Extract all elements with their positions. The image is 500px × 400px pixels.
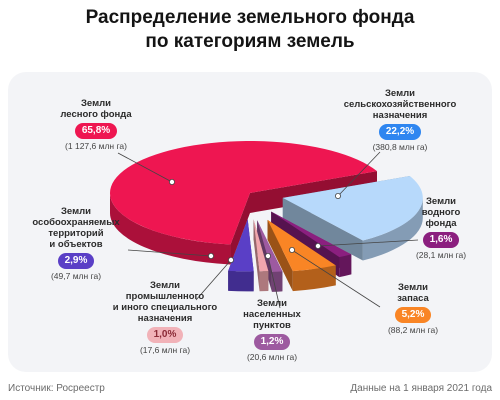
slice-name: Земли сельскохозяйственного назначения [330,88,470,121]
leader-line-5 [267,255,281,309]
leader-line-7 [127,249,212,257]
pie-slice-1-wall-2 [250,171,378,213]
pie-slice-3-top [271,211,352,258]
pie-slice-7 [228,219,254,292]
leader-dot-4 [288,246,295,253]
pie-slice-6-top [253,219,269,272]
pie-slice-6 [253,219,269,292]
chart-title-line-2: по категориям земель [145,31,355,52]
pie-slice-5-top [257,220,283,272]
slice-name-line: назначения [372,110,428,121]
leader-line-4 [291,249,381,308]
slice-label-5: Земли населенных пунктов 1,2% (20,6 млн га) [230,298,314,363]
source-note: Источник: Росреестр [8,383,105,394]
percent-badge: 1,6% [422,232,460,248]
slice-name-line: населенных [243,309,301,320]
chart-title-line-1: Распределение земельного фонда [85,7,415,28]
slice-name-line: территорий [48,228,104,239]
slice-name-line: лесного фонда [60,109,132,120]
percent-badge: 1,2% [253,334,291,350]
slice-name: Земли запаса [376,282,450,304]
slice-name-line: Земли [384,88,415,99]
slice-label-2: Земли сельскохозяйственного назначения 22,2… [330,88,470,153]
leader-line-3 [317,239,419,247]
leader-line-2 [337,151,381,197]
leader-dot-6 [227,256,234,263]
slice-name: Земли особоохраняемых территорий и объектов [30,206,122,250]
slice-label-1: Земли лесного фонда 65,8% (1 127,6 млн га) [52,98,140,152]
slice-name-line: Земли [425,196,456,207]
pie-slice-4-top [267,219,336,272]
percent-badge: 1,0% [146,327,184,343]
area-value: (1 127,6 млн га) [65,141,127,151]
leader-dot-7 [207,252,214,259]
slice-label-4: Земли запаса 5,2% (88,2 млн га) [376,282,450,336]
slice-name-line: особоохраняемых [32,217,120,228]
slice-name: Земли промышленного и иного специального на… [110,280,220,324]
percent-badge: 65,8% [74,123,118,139]
slice-label-6: Земли промышленного и иного специального на… [110,280,220,356]
percent-badge: 22,2% [378,124,422,140]
pie-slice-1-rim-1 [109,193,231,265]
pie-slice-2-top [282,175,423,241]
leader-line-1 [117,152,173,183]
area-value: (17,6 млн га) [139,345,191,355]
slice-name-line: Земли [80,98,111,109]
area-value: (20,6 млн га) [246,352,298,362]
slice-name: Земли лесного фонда [52,98,140,120]
percent-badge: 2,9% [57,253,95,269]
leader-line-6 [195,259,232,301]
date-note: Данные на 1 января 2021 года [350,383,492,394]
leader-dot-2 [334,192,341,199]
slice-name-line: назначения [137,313,193,324]
slice-name-line: пунктов [253,320,291,331]
slice-name-line: запаса [397,293,429,304]
area-value: (28,1 млн га) [415,250,467,260]
slice-name-line: и иного специального [112,302,218,313]
slice-label-7: Земли особоохраняемых территорий и объектов… [30,206,122,282]
slice-name-line: фонда [425,218,457,229]
pie-slice-4-wall-2 [267,219,293,292]
pie-slice-7-top [228,219,254,272]
area-value: (88,2 млн га) [387,325,439,335]
leader-dot-1 [168,178,175,185]
pie-slice-6-rim-1 [259,271,269,292]
pie-slice-7-rim-1 [228,270,254,292]
pie-slice-1-wall-1 [230,193,250,265]
slice-name-line: сельскохозяйственного [343,99,457,110]
slice-name-line: промышленного [125,291,205,302]
pie-slice-1-top [109,141,378,245]
slice-name-line: Земли [397,282,428,293]
area-value: (49,7 млн га) [50,271,102,281]
pie-slice-6-wall-2 [253,219,260,292]
slice-name-line: и объектов [49,239,103,250]
pie-slice-5-rim-1 [271,271,283,292]
percent-badge: 5,2% [394,307,432,323]
leader-dot-5 [264,252,271,259]
chart-title: Распределение земельного фонда по катего… [0,6,500,54]
area-value: (380,8 млн га) [372,142,428,152]
slice-name: Земли населенных пунктов [230,298,314,331]
pie-slice-1 [109,141,378,265]
slice-name-line: Земли [256,298,287,309]
slice-name-line: водного [421,207,461,218]
slice-name-line: Земли [60,206,91,217]
pie-slice-3-rim-1 [339,254,352,278]
slice-label-3: Земли водного фонда 1,6% (28,1 млн га) [404,196,478,261]
pie-slice-2-rim-1 [362,197,423,261]
slice-name-line: Земли [149,280,180,291]
slice-name: Земли водного фонда [404,196,478,229]
leader-dot-3 [314,242,321,249]
